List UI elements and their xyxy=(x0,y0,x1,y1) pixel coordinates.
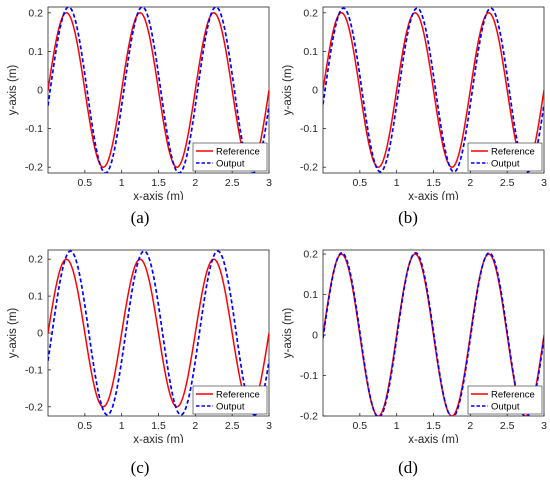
chart-panel-a: 0.5 1 1.5 2 2.5 3 -0.2 -0.1 0 0.1 0.2 x-axis (m) y-a… xyxy=(7,6,272,200)
y-tick-label: 0.1 xyxy=(303,289,318,301)
x-axis-label: x-axis (m) xyxy=(408,191,459,200)
y-tick-label: 0 xyxy=(37,85,43,97)
legend-box xyxy=(467,385,543,415)
series-line-output xyxy=(323,7,544,173)
y-tick-label: -0.2 xyxy=(25,401,43,413)
y-tick-label: 0.2 xyxy=(28,254,43,266)
y-tick-label: 0 xyxy=(312,330,318,342)
x-tick-label: 2 xyxy=(467,177,473,189)
x-axis-label: x-axis (m) xyxy=(133,434,184,443)
caption-b: (b) xyxy=(398,208,418,227)
series-line-reference xyxy=(48,12,269,168)
x-axis-label: x-axis (m) xyxy=(408,434,459,443)
y-tick-label: -0.1 xyxy=(25,123,43,135)
legend-label-output: Output xyxy=(216,402,245,413)
legend-label-reference: Reference xyxy=(491,147,535,158)
y-tick-label: -0.1 xyxy=(300,123,318,135)
y-tick-label: -0.2 xyxy=(300,162,318,174)
y-tick-label: 0.1 xyxy=(303,46,318,58)
legend-label-output: Output xyxy=(491,159,520,170)
y-axis-label: y-axis (m) xyxy=(7,65,19,116)
x-tick-label: 0.5 xyxy=(78,420,93,432)
x-tick-label: 2.5 xyxy=(225,420,240,432)
x-tick-label: 1.5 xyxy=(151,177,166,189)
x-tick-label: 0.5 xyxy=(353,420,368,432)
x-tick-label: 1.5 xyxy=(426,177,441,189)
legend-box xyxy=(192,142,268,172)
legend-box xyxy=(192,385,268,415)
legend-box xyxy=(467,142,543,172)
chart-panel-d: 0.5 1 1.5 2 2.5 3 -0.2 -0.1 0 0.1 0.2 x-axis (m) y-a… xyxy=(282,249,547,443)
x-tick-label: 2 xyxy=(192,177,198,189)
chart-panel-c: 0.5 1 1.5 2 2.5 3 -0.2 -0.1 0 0.1 0.2 x-axis (m) y-a… xyxy=(7,249,272,443)
x-tick-label: 0.5 xyxy=(353,177,368,189)
y-tick-label: 0 xyxy=(312,85,318,97)
x-tick-label: 2.5 xyxy=(500,177,515,189)
chart-panel-b: 0.5 1 1.5 2 2.5 3 -0.2 -0.1 0 0.1 0.2 x-axis (m) y-a… xyxy=(282,6,547,200)
y-tick-label: 0.2 xyxy=(303,7,318,19)
x-tick-label: 1 xyxy=(119,177,125,189)
x-tick-label: 1.5 xyxy=(426,420,441,432)
legend-label-reference: Reference xyxy=(216,147,260,158)
y-axis-label: y-axis (m) xyxy=(7,308,19,359)
x-tick-label: 3 xyxy=(266,420,272,432)
caption-d: (d) xyxy=(398,458,418,477)
x-tick-label: 1 xyxy=(394,420,400,432)
series-line-output xyxy=(48,7,269,173)
x-tick-label: 0.5 xyxy=(78,177,93,189)
y-axis-label: y-axis (m) xyxy=(282,308,294,359)
series-line-output xyxy=(48,250,269,416)
x-tick-label: 1 xyxy=(394,177,400,189)
x-tick-label: 2.5 xyxy=(500,420,515,432)
x-tick-label: 3 xyxy=(266,177,272,189)
series-line-reference xyxy=(48,258,269,408)
x-tick-label: 2 xyxy=(467,420,473,432)
caption-a: (a) xyxy=(130,208,150,227)
legend-label-output: Output xyxy=(216,159,245,170)
y-tick-label: -0.1 xyxy=(25,364,43,376)
x-tick-label: 1 xyxy=(119,420,125,432)
x-tick-label: 2 xyxy=(192,420,198,432)
y-tick-label: 0 xyxy=(37,328,43,340)
x-axis-label: x-axis (m) xyxy=(133,191,184,200)
y-tick-label: -0.1 xyxy=(300,370,318,382)
y-tick-label: -0.2 xyxy=(25,162,43,174)
x-tick-label: 3 xyxy=(541,177,547,189)
y-tick-label: 0.2 xyxy=(28,7,43,19)
y-tick-label: 0.2 xyxy=(303,249,318,261)
y-tick-label: 0.1 xyxy=(28,46,43,58)
y-tick-label: 0.1 xyxy=(28,291,43,303)
y-axis-label: y-axis (m) xyxy=(282,65,294,116)
x-tick-label: 2.5 xyxy=(225,177,240,189)
y-tick-label: -0.2 xyxy=(300,411,318,423)
x-tick-label: 1.5 xyxy=(151,420,166,432)
series-line-output xyxy=(323,252,544,416)
series-line-reference xyxy=(323,12,544,168)
caption-c: (c) xyxy=(130,458,150,477)
legend-label-reference: Reference xyxy=(491,390,535,401)
x-tick-label: 3 xyxy=(541,420,547,432)
legend-label-reference: Reference xyxy=(216,390,260,401)
legend-label-output: Output xyxy=(491,402,520,413)
